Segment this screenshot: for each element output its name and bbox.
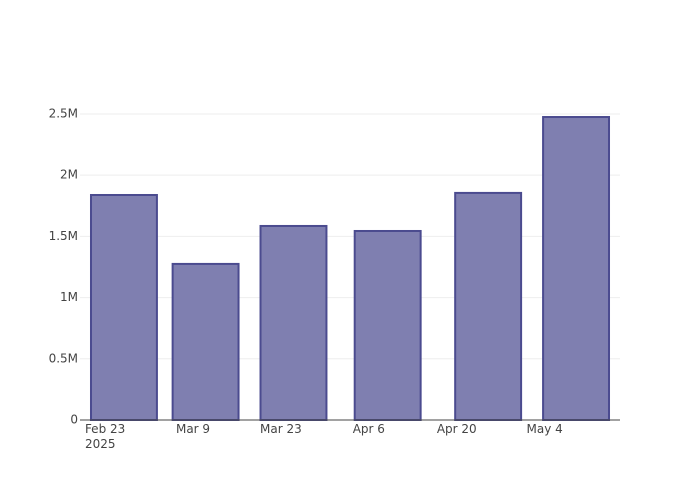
x-tick-label: Mar 9 [175,422,211,436]
y-tick-label: 0 [70,413,78,427]
y-tick-label: 1.5M [49,229,78,243]
bar [454,191,523,421]
x-tick-label: Mar 23 [260,422,302,436]
x-tick-label: Apr 20 [436,422,477,436]
y-tick-label: 1M [60,290,78,304]
bar [89,193,158,421]
bar [171,262,240,421]
x-tick-label: May 4 [526,422,563,436]
x-tick-label: Feb 23 2025 [84,422,126,451]
y-tick-label: 2M [60,168,78,182]
bar [542,116,611,422]
y-tick-label: 2.5M [49,106,78,120]
bar [353,229,422,421]
bar [259,224,328,421]
x-tick-label: Apr 6 [352,422,385,436]
y-tick-label: 0.5M [49,351,78,365]
